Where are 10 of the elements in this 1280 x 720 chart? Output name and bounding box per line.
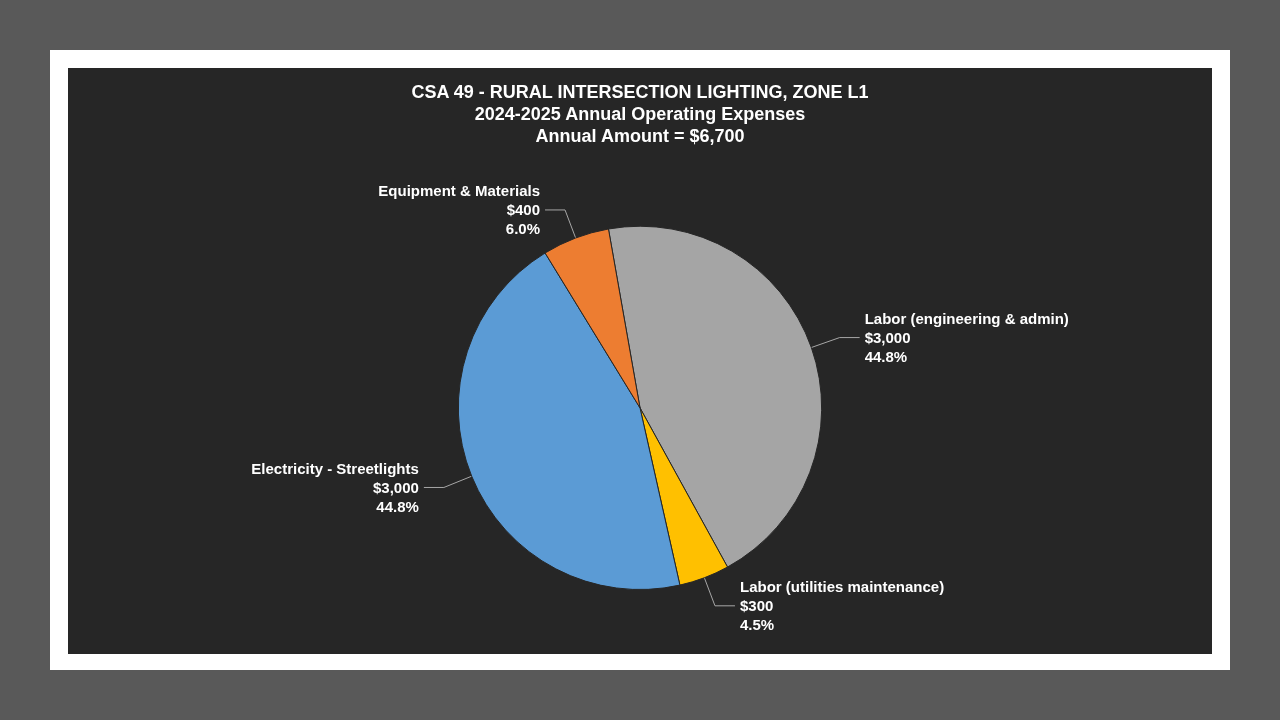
slice-label: Labor (utilities maintenance)	[739, 578, 945, 596]
data-label: $3,000 44.8%	[372, 478, 419, 515]
slice-label: Labor (engineering & admin)	[864, 310, 1069, 328]
chart-subtitle: 2024-2025 Annual Operating Expenses Annual Amount = $6,700	[474, 104, 806, 146]
slice-label: Electricity - Streetlights	[251, 459, 419, 477]
data-label: $400 6.0%	[505, 201, 541, 238]
slice-label: Equipment & Materials	[378, 182, 541, 200]
data-label: $300 4.5%	[739, 597, 775, 634]
chart-title: CSA 49 - RURAL INTERSECTION LIGHTING, ZONE L1	[411, 82, 869, 102]
data-label: $3,000 44.8%	[864, 329, 911, 366]
